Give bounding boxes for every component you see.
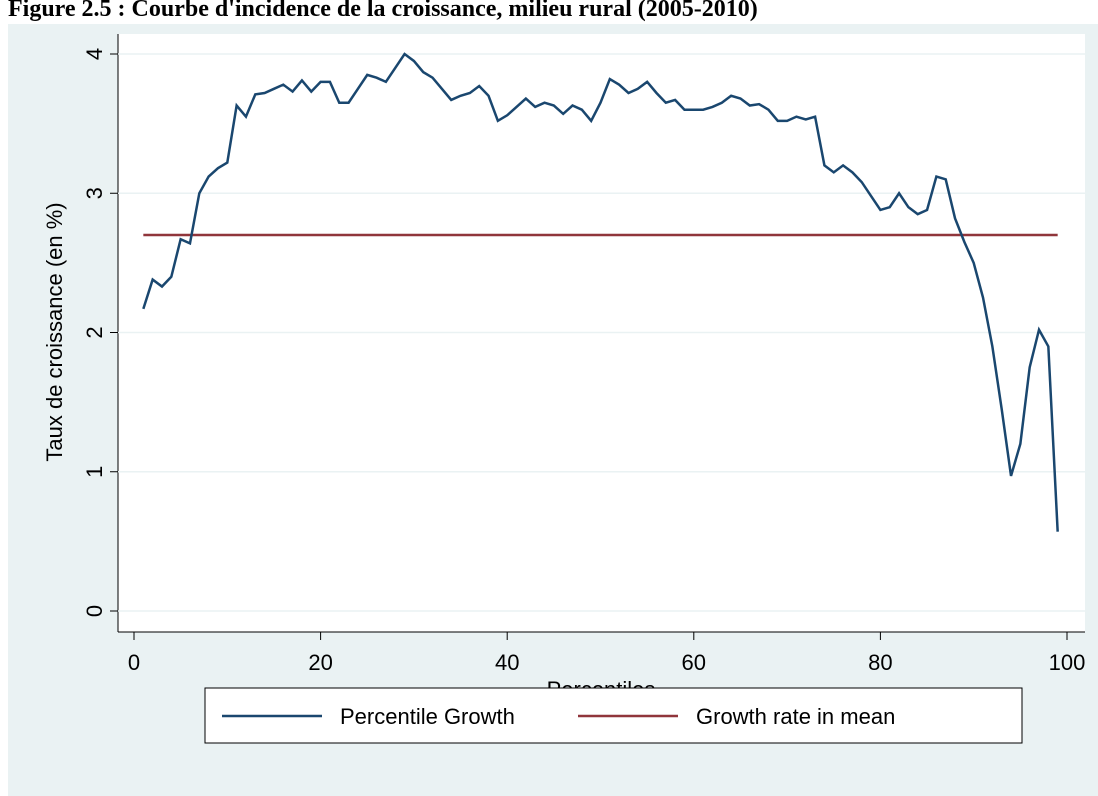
y-tick-label: 2 [82, 326, 107, 338]
legend-label: Percentile Growth [340, 704, 515, 729]
y-tick-label: 3 [82, 187, 107, 199]
x-tick-label: 20 [308, 650, 332, 675]
x-tick-label: 80 [868, 650, 892, 675]
y-axis-title: Taux de croissance (en %) [42, 202, 67, 461]
legend-label: Growth rate in mean [696, 704, 895, 729]
y-tick-label: 0 [82, 605, 107, 617]
series-line [142, 52, 1059, 532]
y-tick-label: 1 [82, 466, 107, 478]
x-tick-label: 100 [1049, 650, 1086, 675]
chart-title: Figure 2.5 : Courbe d'incidence de la cr… [8, 0, 758, 22]
x-tick-label: 60 [682, 650, 706, 675]
x-tick-label: 40 [495, 650, 519, 675]
x-tick-label: 0 [128, 650, 140, 675]
y-tick-label: 4 [82, 48, 107, 60]
